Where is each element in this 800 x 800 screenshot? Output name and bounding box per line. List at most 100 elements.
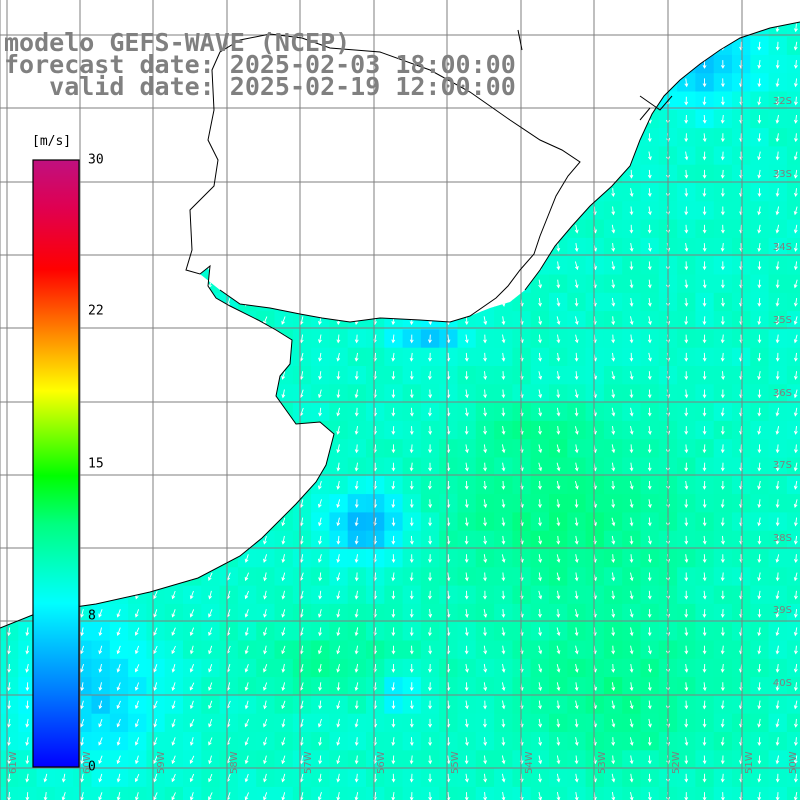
- wind-arrow: [720, 316, 725, 326]
- wind-arrow: [391, 554, 396, 564]
- wind-arrow: [171, 737, 176, 746]
- wind-arrow: [116, 645, 121, 655]
- wind-arrow: [775, 78, 780, 88]
- wind-arrow: [465, 663, 469, 673]
- wind-arrow: [720, 462, 725, 472]
- wind-arrow: [428, 554, 432, 564]
- wind-arrow: [775, 389, 780, 399]
- wind-cell: [183, 786, 202, 800]
- wind-arrow: [317, 554, 322, 563]
- wind-arrow: [629, 700, 634, 710]
- wind-arrow: [611, 609, 616, 618]
- wind-arrow: [501, 682, 506, 691]
- wind-arrow: [684, 663, 689, 673]
- wind-arrow: [244, 682, 249, 691]
- wind-arrow: [7, 792, 11, 800]
- wind-arrow: [281, 627, 286, 637]
- wind-cell: [786, 54, 800, 74]
- wind-arrow: [208, 572, 213, 581]
- wind-arrow: [775, 718, 780, 728]
- wind-arrow: [556, 462, 561, 472]
- wind-arrow: [116, 682, 121, 691]
- wind-arrow: [684, 499, 689, 509]
- wind-arrow: [7, 663, 11, 673]
- wind-arrow: [684, 682, 689, 692]
- wind-arrow: [25, 737, 30, 747]
- wind-arrow: [702, 334, 707, 344]
- wind-arrow: [318, 352, 322, 362]
- wind-arrow: [354, 718, 359, 728]
- wind-arrow: [299, 334, 304, 344]
- wind-cell: [786, 91, 800, 111]
- wind-arrow: [793, 700, 798, 710]
- wind-arrow: [721, 78, 725, 88]
- wind-arrow: [116, 663, 121, 673]
- wind-arrow: [208, 627, 213, 636]
- wind-arrow: [98, 755, 103, 765]
- wind-arrow: [775, 773, 780, 783]
- wind-arrow: [648, 316, 652, 326]
- wind-arrow: [354, 480, 359, 490]
- wind-arrow: [757, 572, 762, 582]
- wind-arrow: [793, 773, 798, 783]
- wind-arrow: [483, 627, 487, 637]
- wind-arrow: [775, 645, 780, 655]
- wind-arrow: [629, 499, 634, 509]
- wind-arrow: [409, 773, 414, 783]
- wind-arrow: [299, 755, 304, 765]
- wind-arrow: [483, 554, 488, 564]
- wind-arrow: [80, 700, 84, 710]
- wind-arrow: [189, 737, 194, 746]
- wind-arrow: [116, 718, 121, 728]
- wind-cell: [786, 22, 800, 38]
- wind-arrow: [354, 407, 359, 417]
- wind-arrow: [556, 737, 561, 747]
- wind-arrow: [391, 535, 396, 545]
- wind-arrow: [391, 426, 396, 435]
- wind-arrow: [720, 572, 725, 582]
- wind-arrow: [793, 535, 798, 545]
- wind-arrow: [153, 682, 158, 692]
- wind-arrow: [501, 700, 506, 710]
- wind-arrow: [793, 114, 798, 124]
- wind-arrow: [134, 700, 139, 710]
- wind-arrow: [757, 352, 762, 362]
- wind-arrow: [25, 792, 30, 800]
- wind-arrow: [318, 572, 323, 582]
- wind-arrow: [464, 755, 469, 765]
- wind-arrow: [244, 773, 249, 783]
- wind-arrow: [391, 371, 396, 381]
- wind-arrow: [684, 480, 689, 490]
- wind-arrow: [464, 462, 469, 472]
- wind-arrow: [556, 645, 561, 655]
- wind-arrow: [336, 700, 341, 710]
- wind-arrow: [427, 371, 432, 381]
- wind-arrow: [684, 535, 689, 545]
- wind-arrow: [391, 663, 396, 673]
- wind-arrow: [793, 554, 798, 564]
- wind-arrow: [629, 682, 634, 692]
- wind-arrow: [775, 41, 780, 51]
- wind-cell: [786, 603, 800, 623]
- wind-arrow: [409, 535, 414, 545]
- wind-arrow: [702, 169, 707, 179]
- wind-arrow: [556, 297, 561, 307]
- wind-arrow: [793, 352, 798, 362]
- wind-arrow: [483, 700, 487, 710]
- wind-arrow: [611, 682, 616, 692]
- wind-arrow: [793, 23, 798, 33]
- wind-arrow: [336, 645, 341, 655]
- wind-arrow: [409, 755, 414, 765]
- wind-arrow: [501, 554, 506, 563]
- wind-arrow: [409, 572, 414, 582]
- wind-arrow: [391, 480, 396, 490]
- wind-arrow: [574, 609, 579, 618]
- wind-arrow: [538, 554, 543, 564]
- colorbar-tick-0: 0: [88, 759, 96, 775]
- latitude-label: 32S: [773, 96, 792, 107]
- wind-arrow: [775, 352, 780, 362]
- wind-arrow: [354, 389, 359, 399]
- wind-arrow: [775, 462, 780, 472]
- wind-arrow: [757, 206, 762, 216]
- wind-arrow: [720, 389, 725, 399]
